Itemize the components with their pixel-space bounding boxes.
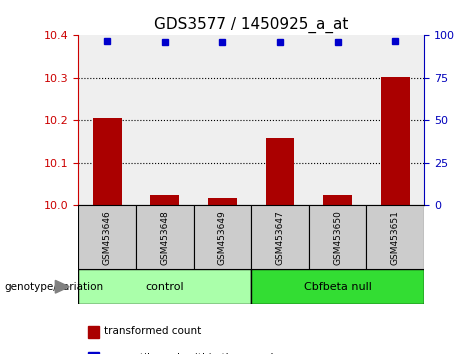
Bar: [309, 35, 366, 205]
Bar: [136, 35, 194, 205]
Text: GSM453649: GSM453649: [218, 210, 227, 264]
Text: control: control: [146, 282, 184, 292]
Bar: [78, 269, 251, 304]
Bar: [251, 205, 309, 269]
Text: GSM453648: GSM453648: [160, 210, 169, 264]
Bar: [323, 195, 352, 205]
Text: percentile rank within the sample: percentile rank within the sample: [104, 353, 280, 354]
Text: transformed count: transformed count: [104, 326, 201, 336]
Title: GDS3577 / 1450925_a_at: GDS3577 / 1450925_a_at: [154, 16, 349, 33]
Polygon shape: [55, 280, 69, 293]
Bar: [366, 205, 424, 269]
Bar: [93, 118, 122, 205]
Bar: [78, 35, 136, 205]
Bar: [194, 35, 251, 205]
Bar: [136, 205, 194, 269]
Bar: [208, 198, 237, 205]
Bar: [251, 35, 309, 205]
Bar: [266, 138, 295, 205]
Bar: [381, 77, 410, 205]
Text: genotype/variation: genotype/variation: [5, 282, 104, 292]
Text: Cbfbeta null: Cbfbeta null: [304, 282, 372, 292]
Bar: [150, 195, 179, 205]
Bar: [194, 205, 251, 269]
Bar: [366, 35, 424, 205]
Bar: [78, 205, 136, 269]
Text: GSM453647: GSM453647: [276, 210, 284, 264]
Bar: [251, 269, 424, 304]
Text: GSM453650: GSM453650: [333, 210, 342, 265]
Text: GSM453651: GSM453651: [391, 210, 400, 265]
Bar: [309, 205, 366, 269]
Text: GSM453646: GSM453646: [103, 210, 112, 264]
